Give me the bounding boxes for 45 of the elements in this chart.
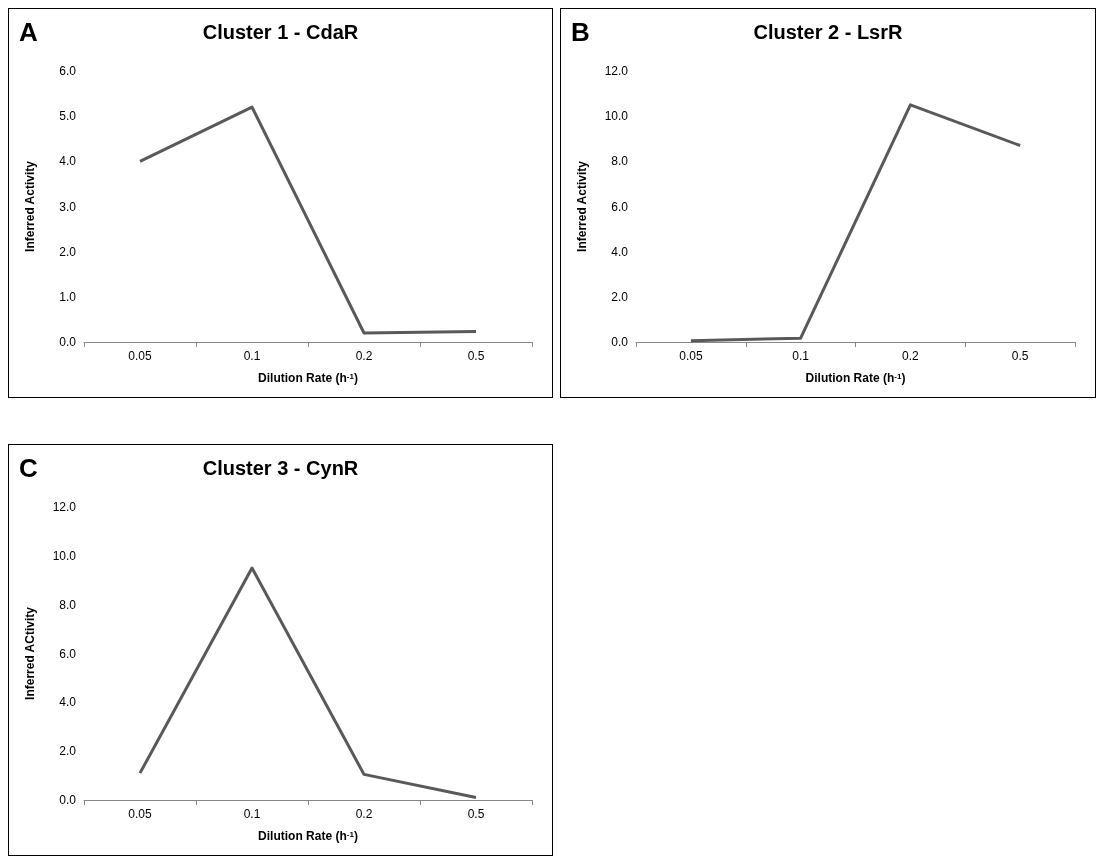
y-tick-label: 6.0 bbox=[611, 199, 629, 214]
y-tick-label: 10.0 bbox=[604, 109, 629, 124]
x-tick-label: 0.5 bbox=[467, 349, 485, 363]
y-tick-label: 4.0 bbox=[611, 244, 629, 259]
x-tick-label: 0.2 bbox=[355, 807, 373, 821]
y-tick-label: 1.0 bbox=[59, 289, 77, 304]
x-tick-label: 0.05 bbox=[128, 349, 152, 363]
chart-title: Cluster 3 - CynR bbox=[202, 457, 359, 479]
y-tick-label: 2.0 bbox=[59, 744, 77, 759]
x-tick-label: 0.1 bbox=[243, 807, 261, 821]
x-tick-label: 0.2 bbox=[355, 349, 373, 363]
x-tick-label: 0.5 bbox=[467, 807, 485, 821]
y-tick-label: 4.0 bbox=[59, 154, 77, 169]
chart-title: Cluster 2 - LsrR bbox=[753, 21, 904, 43]
y-tick-label: 0.0 bbox=[59, 793, 77, 807]
y-tick-label: 3.0 bbox=[59, 199, 77, 214]
y-tick-label: 10.0 bbox=[52, 548, 77, 563]
line-series bbox=[138, 566, 478, 800]
x-tick-label: 0.05 bbox=[679, 349, 703, 363]
y-axis-title: Inferred Activity bbox=[575, 160, 589, 252]
text: A bbox=[19, 17, 38, 47]
y-tick-label: 12.0 bbox=[604, 64, 629, 78]
y-axis-title: Inferred Activity bbox=[23, 160, 37, 252]
line-series bbox=[689, 103, 1022, 343]
y-axis-title: Inferred ACtivity bbox=[23, 606, 37, 700]
y-tick-label: 2.0 bbox=[59, 244, 77, 259]
x-tick-label: 0.1 bbox=[243, 349, 261, 363]
x-tick-label: 0.1 bbox=[792, 349, 810, 363]
y-tick-label: 12.0 bbox=[52, 500, 77, 514]
y-tick-label: 4.0 bbox=[59, 695, 77, 710]
text: B bbox=[571, 17, 590, 47]
line-series bbox=[138, 105, 478, 335]
y-tick-label: 0.0 bbox=[59, 335, 77, 349]
x-tick-label: 0.05 bbox=[128, 807, 152, 821]
chart-title: Cluster 1 - CdaR bbox=[202, 21, 359, 43]
y-tick-label: 6.0 bbox=[59, 646, 77, 661]
y-tick-label: 0.0 bbox=[611, 335, 629, 349]
y-tick-label: 5.0 bbox=[59, 109, 77, 124]
y-tick-label: 6.0 bbox=[59, 64, 77, 78]
x-tick-label: 0.5 bbox=[1011, 349, 1029, 363]
x-tick-label: 0.2 bbox=[902, 349, 920, 363]
y-tick-label: 2.0 bbox=[611, 289, 629, 304]
y-tick-label: 8.0 bbox=[611, 154, 629, 169]
y-tick-label: 8.0 bbox=[59, 597, 77, 612]
text: C bbox=[19, 453, 38, 483]
